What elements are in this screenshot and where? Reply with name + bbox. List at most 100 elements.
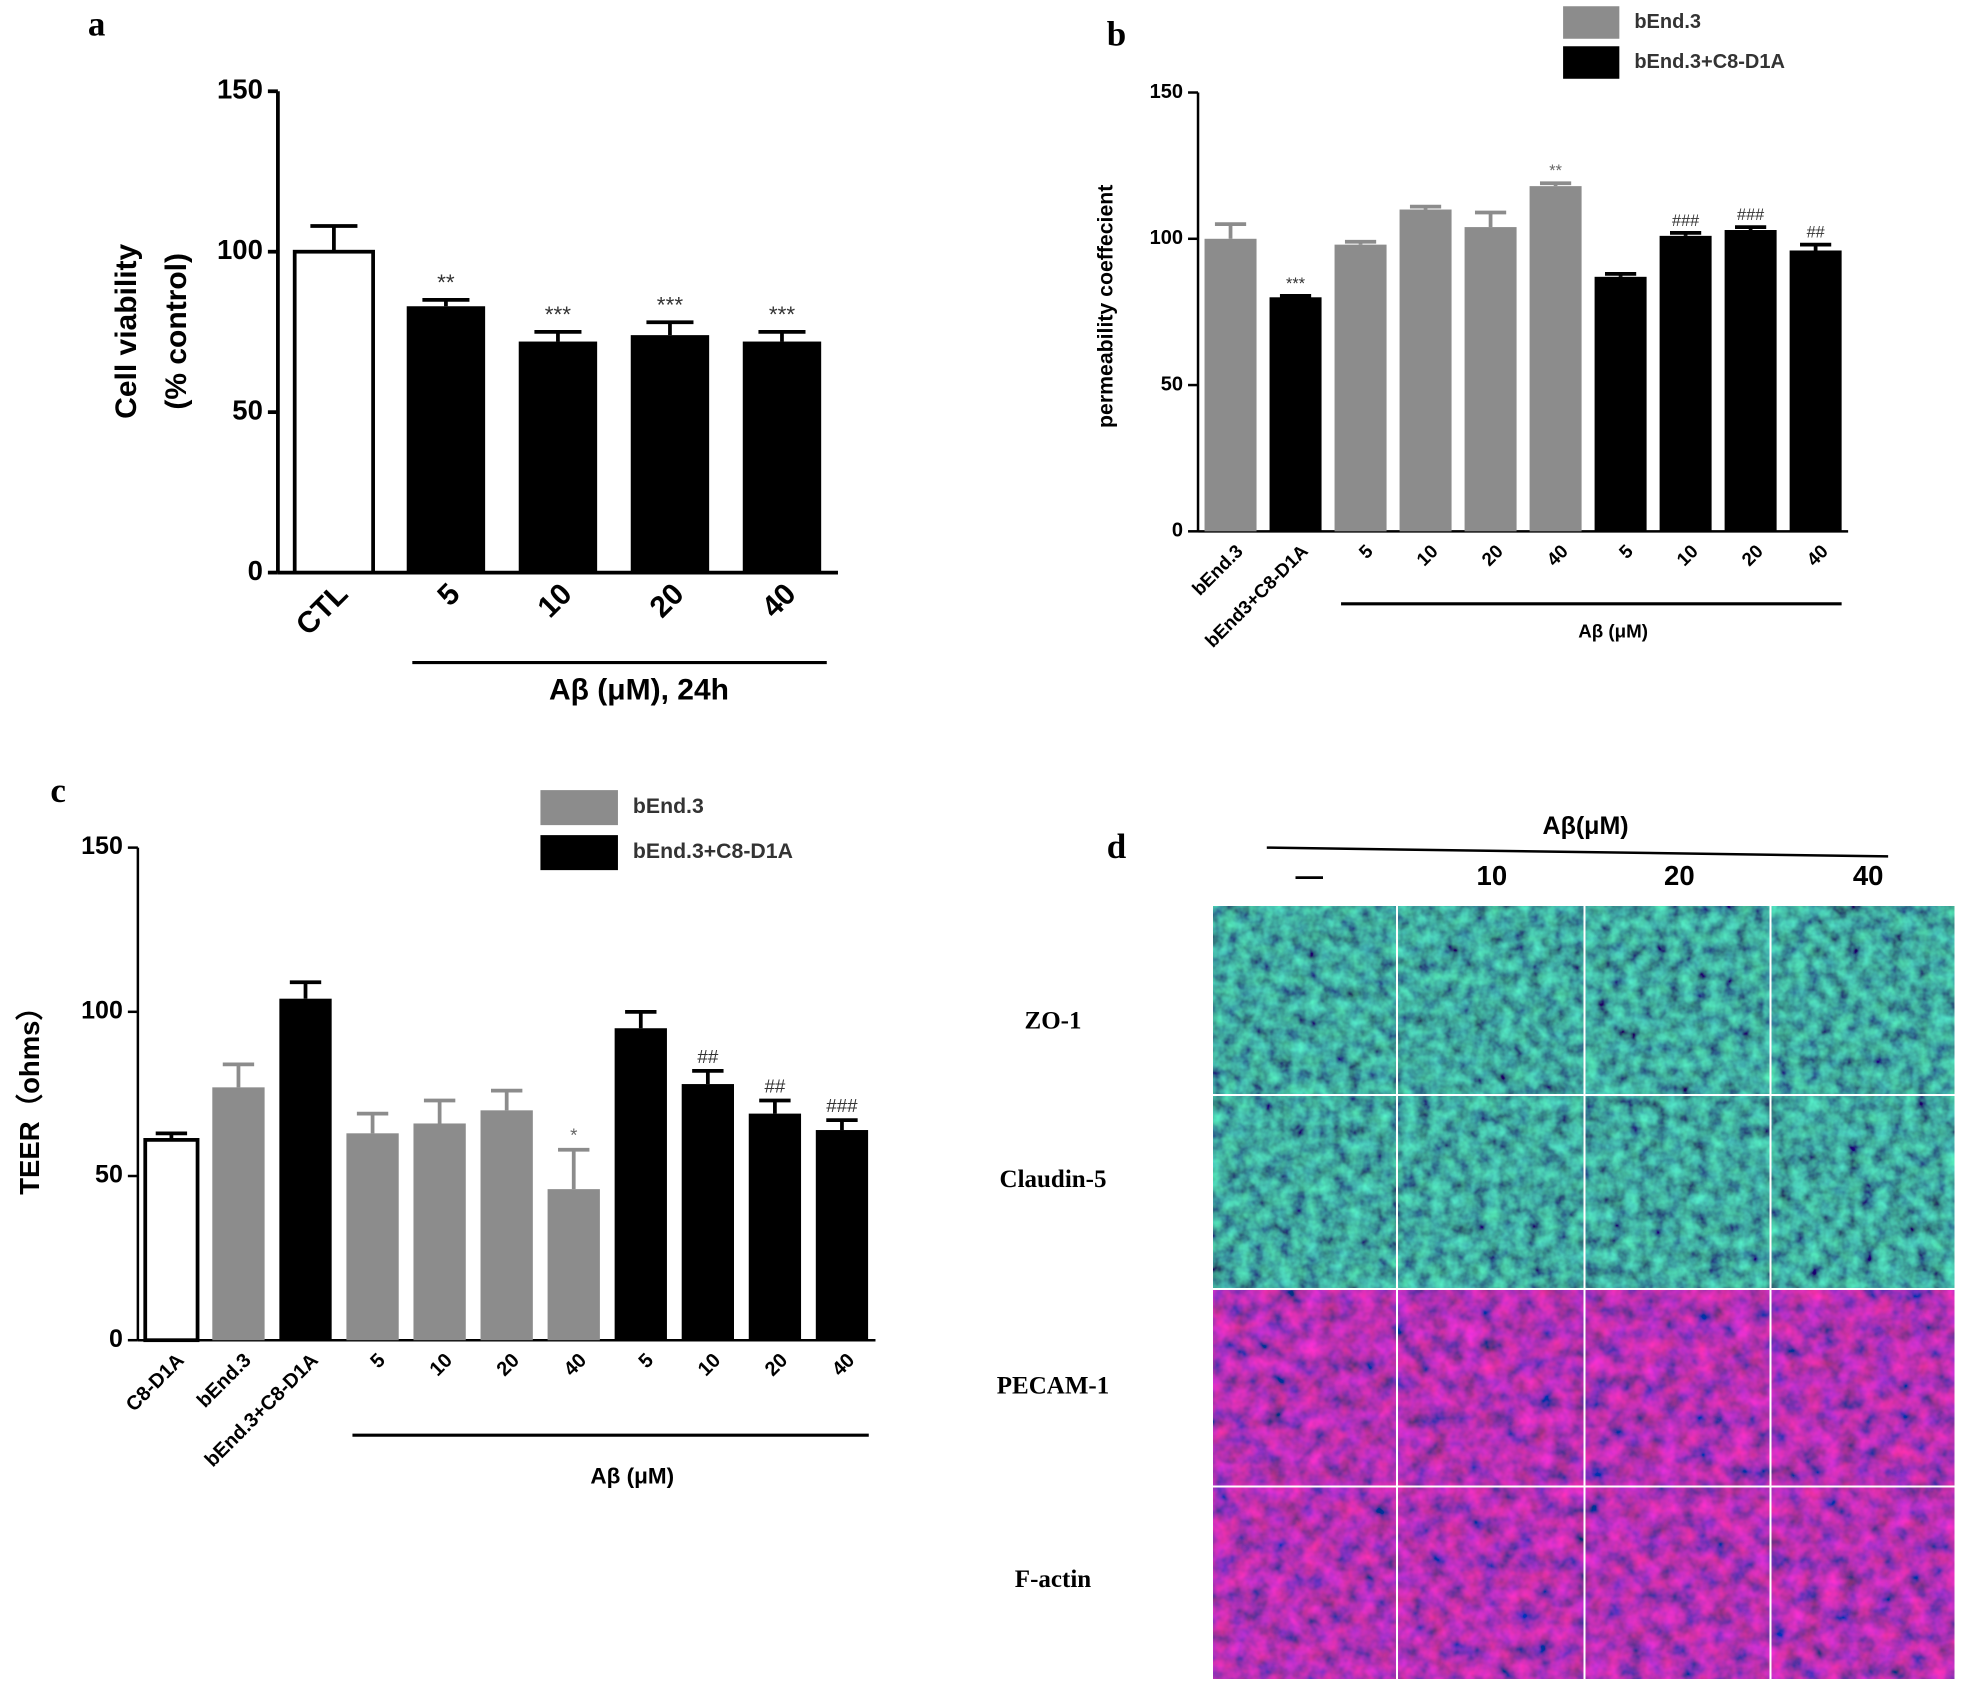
legend-swatch	[1563, 46, 1620, 79]
error-bar	[1279, 293, 1312, 298]
error-bar	[646, 320, 694, 336]
bar	[1464, 227, 1517, 532]
y-tick-label: 100	[1150, 227, 1183, 249]
bar	[413, 1123, 466, 1341]
legend-label: bEnd.3	[1634, 11, 1701, 33]
x-tick-label: C8-D1A	[122, 1349, 189, 1416]
panel-label: a	[88, 5, 106, 44]
micrograph	[1771, 906, 1955, 1094]
x-tick-label: bEnd.3	[1188, 540, 1247, 599]
x-tick-label: bEnd.3	[193, 1349, 256, 1412]
column-label: —	[1296, 860, 1324, 891]
bar	[815, 1130, 869, 1341]
significance-label: **	[1549, 162, 1562, 180]
x-tick-label: 40	[560, 1349, 591, 1380]
micrograph	[1771, 1487, 1955, 1679]
x-tick-label: 40	[756, 577, 803, 624]
x-tick-label: 5	[366, 1349, 389, 1372]
y-tick-label: 100	[81, 996, 123, 1024]
header-line	[1266, 846, 1889, 858]
significance-label: ***	[545, 302, 572, 327]
bar	[406, 306, 486, 573]
x-tick-label: 10	[426, 1349, 457, 1380]
x-tick-label: 20	[1477, 540, 1507, 570]
error-bar	[310, 224, 358, 252]
bar	[1659, 235, 1712, 532]
y-axis-label: TEER（ohms）	[14, 993, 45, 1195]
significance-label: ##	[697, 1046, 718, 1067]
error-bar	[625, 1009, 657, 1029]
error-bar	[692, 1069, 724, 1085]
y-axis-label: (% control)	[160, 253, 193, 410]
significance-label: ###	[1737, 206, 1764, 224]
micrograph	[1771, 1290, 1955, 1486]
error-bar	[759, 1098, 791, 1114]
bar	[1789, 250, 1842, 532]
column-label: 20	[1664, 860, 1695, 891]
column-label: 40	[1853, 860, 1884, 891]
error-bar	[422, 297, 470, 307]
panel-label: b	[1107, 15, 1126, 54]
legend-swatch	[1563, 6, 1620, 39]
y-tick-label: 50	[232, 394, 263, 425]
error-bar	[490, 1088, 523, 1111]
legend-label: bEnd.3+C8-D1A	[633, 839, 793, 863]
error-bar	[534, 330, 582, 342]
micrograph	[1398, 906, 1584, 1094]
bar	[630, 335, 710, 573]
error-bar	[1214, 222, 1247, 239]
micrograph	[1398, 1096, 1584, 1288]
error-bar	[1539, 181, 1572, 187]
x-tick-label: 5	[1615, 540, 1637, 562]
x-tick-label: bEnd.3+C8-D1A	[201, 1349, 323, 1471]
bar	[279, 998, 332, 1341]
legend-label: bEnd.3	[633, 794, 704, 818]
x-tick-label: 5	[635, 1349, 658, 1372]
micrograph	[1771, 1096, 1955, 1288]
error-bar	[1670, 231, 1702, 236]
error-bar	[758, 330, 806, 342]
micrograph	[1213, 1487, 1396, 1679]
micrograph	[1213, 1290, 1396, 1486]
bar	[518, 341, 598, 573]
x-tick-label: 40	[828, 1349, 859, 1380]
group-label: Aβ (μM)	[1578, 621, 1648, 642]
y-tick-label: 0	[248, 555, 263, 586]
micrograph	[1398, 1290, 1584, 1486]
y-tick-label: 150	[81, 832, 123, 860]
x-tick-label: 10	[532, 577, 579, 624]
y-tick-label: 50	[95, 1161, 123, 1189]
bar	[681, 1084, 734, 1341]
bar	[346, 1133, 399, 1341]
micrograph	[1585, 1290, 1770, 1486]
y-tick-label: 150	[217, 74, 263, 105]
legend-label: bEnd.3+C8-D1A	[1634, 51, 1785, 73]
x-tick-label: 20	[644, 577, 691, 624]
bar	[143, 1138, 200, 1343]
error-bar	[222, 1062, 255, 1088]
error-bar	[289, 980, 322, 999]
bar	[1724, 230, 1777, 532]
micrograph	[1585, 1096, 1770, 1288]
error-bar	[1474, 210, 1507, 228]
bar	[614, 1028, 667, 1341]
y-tick-label: 150	[1150, 81, 1183, 103]
x-tick-label: 20	[493, 1349, 524, 1380]
bar	[1334, 244, 1387, 532]
error-bar	[826, 1118, 858, 1131]
significance-label: ***	[657, 292, 684, 317]
panel-label: d	[1107, 827, 1127, 866]
y-axis-label: permeability coeffecient	[1093, 185, 1117, 428]
error-bar	[1409, 204, 1442, 210]
y-tick-label: 0	[109, 1325, 123, 1353]
column-label: 10	[1477, 860, 1508, 891]
bar	[1529, 186, 1582, 532]
error-bar	[1344, 239, 1377, 245]
y-tick-label: 50	[1161, 373, 1183, 395]
significance-label: ###	[826, 1095, 858, 1116]
panel-label: c	[50, 771, 66, 810]
significance-label: *	[570, 1125, 577, 1146]
header: Aβ(μM)	[1543, 812, 1629, 840]
error-bar	[1604, 272, 1637, 277]
row-label: PECAM-1	[997, 1372, 1109, 1399]
